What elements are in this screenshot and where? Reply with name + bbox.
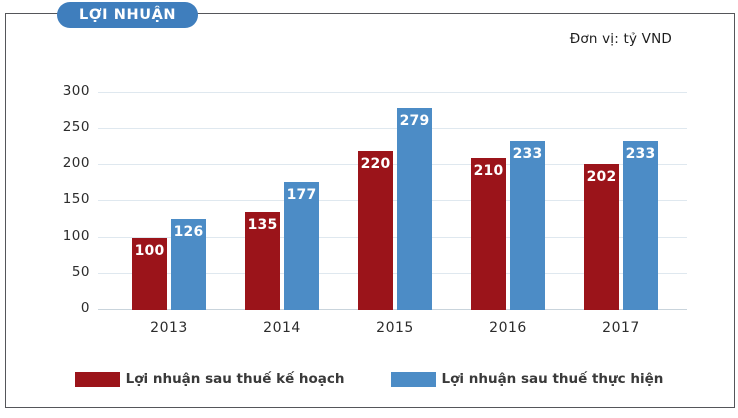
x-axis-label-2014: 2014 [263,320,301,336]
bar-value-label: 135 [247,217,278,233]
y-tick-label: 0 [80,300,90,316]
legend-swatch-planned [74,371,120,387]
bar-value-label: 100 [134,243,165,259]
y-tick-label: 300 [62,83,90,99]
bar-value-label: 233 [625,146,656,162]
bar-value-label: 126 [173,224,204,240]
bar-planned-2013: 100 [132,238,167,310]
legend-item-actual: Lợi nhuận sau thuế thực hiện [390,371,664,387]
x-axis-label-2013: 2013 [150,320,188,336]
bar-group-2016: 210 233 [471,93,545,310]
bar-group-2013: 100 126 [132,93,206,310]
title-badge-label: LỢI NHUẬN [79,7,177,23]
unit-label: Đơn vị: tỷ VND [569,31,672,47]
y-tick-label: 250 [62,119,90,135]
bar-actual-2013: 126 [171,219,206,310]
bar-value-label: 233 [512,146,543,162]
bar-value-label: 279 [399,113,430,129]
y-tick-label: 200 [62,155,90,171]
bar-actual-2017: 233 [623,141,658,310]
x-axis-label-2016: 2016 [489,320,527,336]
bar-actual-2014: 177 [284,182,319,310]
bar-planned-2017: 202 [584,164,619,310]
title-badge: LỢI NHUẬN [57,2,199,28]
bar-group-2017: 202 233 [584,93,658,310]
legend-label-planned: Lợi nhuận sau thuế kế hoạch [125,371,345,387]
x-axis-label-2015: 2015 [376,320,414,336]
y-tick-label: 100 [62,228,90,244]
bar-planned-2015: 220 [358,151,393,310]
bar-group-2015: 220 279 [358,93,432,310]
bar-value-label: 177 [286,187,317,203]
legend-swatch-actual [390,371,436,387]
bar-actual-2016: 233 [510,141,545,310]
legend-item-planned: Lợi nhuận sau thuế kế hoạch [74,371,345,387]
y-tick-label: 150 [62,191,90,207]
legend: Lợi nhuận sau thuế kế hoạch Lợi nhuận sa… [0,371,738,387]
gridline-300 [98,92,687,93]
bar-value-label: 202 [586,169,617,185]
y-tick-label: 50 [71,264,90,280]
bar-actual-2015: 279 [397,108,432,310]
gridline-250 [98,128,687,129]
plot-area: 0 50 100 150 200 250 300 100 126 2013 135 177 2014 22… [63,83,687,336]
bar-value-label: 210 [473,163,504,179]
bar-planned-2014: 135 [245,212,280,310]
bar-group-2014: 135 177 [245,93,319,310]
bar-value-label: 220 [360,156,391,172]
bar-planned-2016: 210 [471,158,506,310]
x-axis-label-2017: 2017 [602,320,640,336]
legend-label-actual: Lợi nhuận sau thuế thực hiện [441,371,664,387]
